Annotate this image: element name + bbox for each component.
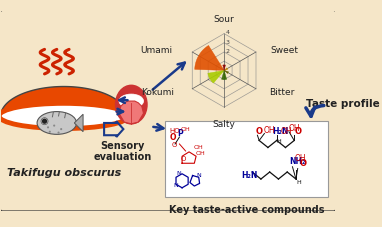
Text: N: N — [173, 182, 178, 187]
Text: OH: OH — [280, 127, 292, 136]
Text: Taste profile: Taste profile — [306, 98, 379, 108]
Text: H: H — [277, 139, 282, 144]
Text: OH: OH — [264, 125, 275, 134]
Circle shape — [58, 132, 60, 134]
Text: P: P — [177, 129, 183, 138]
Text: H₂N: H₂N — [272, 127, 289, 136]
FancyBboxPatch shape — [165, 122, 329, 197]
Text: N: N — [176, 170, 181, 175]
Polygon shape — [119, 102, 144, 124]
Text: OH: OH — [294, 153, 306, 162]
Text: N: N — [196, 172, 201, 177]
Text: OH: OH — [193, 145, 203, 150]
Text: 2: 2 — [225, 49, 230, 54]
Text: Sweet: Sweet — [270, 46, 299, 55]
Polygon shape — [74, 115, 83, 132]
Text: Key taste-active compounds: Key taste-active compounds — [169, 205, 324, 215]
Text: H: H — [296, 179, 301, 184]
Polygon shape — [208, 71, 224, 84]
Text: O: O — [170, 132, 176, 141]
Text: O: O — [256, 127, 263, 136]
Text: OH: OH — [196, 151, 206, 156]
Text: Sensory
evaluation: Sensory evaluation — [93, 140, 152, 161]
Text: Takifugu obscurus: Takifugu obscurus — [6, 167, 121, 177]
Ellipse shape — [37, 112, 76, 135]
Text: Sour: Sour — [214, 15, 235, 24]
Text: Umami: Umami — [140, 46, 172, 55]
Polygon shape — [224, 69, 228, 71]
Text: O: O — [294, 127, 301, 136]
Ellipse shape — [119, 95, 144, 109]
Text: O: O — [299, 158, 306, 167]
Ellipse shape — [115, 86, 147, 124]
Text: NH₂: NH₂ — [289, 157, 305, 165]
Circle shape — [42, 119, 47, 124]
Polygon shape — [223, 66, 225, 71]
Polygon shape — [195, 46, 224, 71]
Circle shape — [49, 131, 51, 133]
FancyBboxPatch shape — [0, 11, 336, 212]
Polygon shape — [222, 71, 227, 80]
Text: Salty: Salty — [213, 120, 236, 129]
Text: OH: OH — [180, 126, 190, 131]
Text: O: O — [172, 141, 177, 147]
Ellipse shape — [1, 105, 127, 128]
Text: O: O — [180, 155, 186, 161]
Text: Kokumi: Kokumi — [141, 88, 174, 96]
Text: Bitter: Bitter — [269, 88, 294, 96]
Text: 3: 3 — [225, 39, 230, 44]
Text: OH: OH — [289, 123, 301, 132]
Text: 4: 4 — [225, 30, 230, 35]
Polygon shape — [224, 71, 228, 74]
Text: H₂N: H₂N — [242, 170, 258, 180]
Circle shape — [53, 125, 55, 127]
Text: HO: HO — [170, 127, 180, 133]
Circle shape — [60, 128, 62, 131]
Polygon shape — [1, 87, 127, 116]
Circle shape — [47, 127, 49, 129]
